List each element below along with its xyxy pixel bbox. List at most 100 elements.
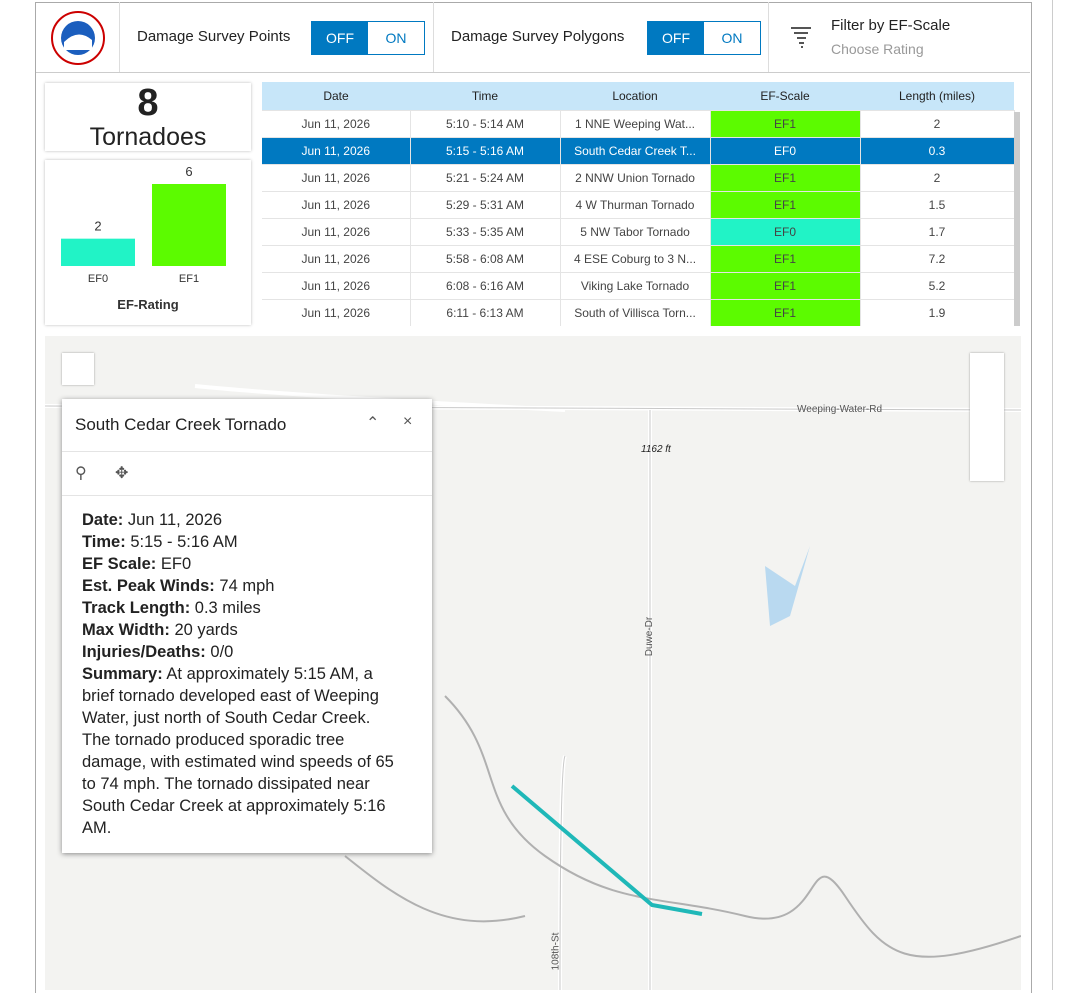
- table-row[interactable]: Jun 11, 2026 6:08 - 6:16 AM Viking Lake To…: [262, 272, 1015, 300]
- popup-field: Date: Jun 11, 2026: [82, 509, 402, 531]
- table-cell: 5:29 - 5:31 AM: [410, 191, 561, 219]
- table-cell: 2 NNW Union Tornado: [560, 164, 711, 192]
- map-toolbar[interactable]: [970, 353, 1004, 481]
- table-cell: 5 NW Tabor Tornado: [560, 218, 711, 246]
- table-cell: EF0: [710, 137, 861, 165]
- field-value: 5:15 - 5:16 AM: [130, 533, 238, 551]
- pan-button[interactable]: ✥: [115, 465, 129, 482]
- on-btn[interactable]: ON: [721, 30, 743, 46]
- table-cell: 5.2: [860, 272, 1015, 300]
- popup-field: Est. Peak Winds: 74 mph: [82, 575, 402, 597]
- table-cell: 4 W Thurman Tornado: [560, 191, 711, 219]
- x-tick-label: EF1: [179, 273, 199, 285]
- table-row[interactable]: Jun 11, 2026 6:11 - 6:13 AM South of Villi…: [262, 299, 1015, 326]
- close-button[interactable]: ×: [403, 413, 413, 430]
- road-label: Duwe-Dr: [644, 616, 656, 657]
- table-cell: Jun 11, 2026: [262, 110, 411, 138]
- field-label: EF Scale:: [82, 555, 157, 573]
- table-cell: 6:11 - 6:13 AM: [410, 299, 561, 326]
- table-cell: 7.2: [860, 245, 1015, 273]
- divider: [768, 2, 769, 72]
- table-cell: 5:15 - 5:16 AM: [410, 137, 561, 165]
- points-toggle[interactable]: OFF ON: [311, 21, 425, 55]
- table-cell: Jun 11, 2026: [262, 272, 411, 300]
- column-header[interactable]: Time: [410, 82, 560, 111]
- table-cell: Jun 11, 2026: [262, 164, 411, 192]
- points-label: Damage Survey Points: [137, 28, 291, 45]
- table-cell: South Cedar Creek T...: [560, 137, 711, 165]
- tornado-icon: [791, 27, 811, 48]
- popup-field: EF Scale: EF0: [82, 553, 402, 575]
- divider: [62, 495, 432, 496]
- table-cell: 5:33 - 5:35 AM: [410, 218, 561, 246]
- field-label: Est. Peak Winds:: [82, 577, 215, 595]
- table-cell: EF1: [710, 299, 861, 326]
- column-header[interactable]: Length (miles): [860, 82, 1014, 111]
- field-label: Track Length:: [82, 599, 191, 617]
- elevation-label: 1162 ft: [641, 444, 671, 455]
- count-card: 8 Tornadoes: [45, 83, 251, 151]
- zoom-button[interactable]: ⚲: [75, 465, 87, 482]
- table-panel: Date Time Location EF-Scale Length (miles) Ju…: [262, 82, 1022, 326]
- table-row[interactable]: Jun 11, 2026 5:21 - 5:24 AM 2 NNW Union To…: [262, 164, 1015, 192]
- polygons-label: Damage Survey Polygons: [451, 28, 625, 45]
- popup-title: South Cedar Creek Tornado: [75, 415, 287, 434]
- off-btn[interactable]: OFF: [648, 22, 704, 54]
- table-cell: 0.3: [860, 137, 1015, 165]
- field-value: At approximately 5:15 AM, a brief tornad…: [82, 665, 394, 837]
- table-cell: South of Villisca Torn...: [560, 299, 711, 326]
- field-value: 0.3 miles: [194, 599, 261, 617]
- column-header[interactable]: EF-Scale: [710, 82, 860, 111]
- polygons-toggle[interactable]: OFF ON: [647, 21, 761, 55]
- table-row[interactable]: Jun 11, 2026 5:29 - 5:31 AM 4 W Thurman To…: [262, 191, 1015, 219]
- divider: [62, 451, 432, 452]
- table-row[interactable]: Jun 11, 2026 5:58 - 6:08 AM 4 ESE Coburg t…: [262, 245, 1015, 273]
- divider: [119, 2, 120, 72]
- frame: [35, 2, 1032, 993]
- nws-logo: [51, 11, 105, 65]
- table-cell: 1.7: [860, 218, 1015, 246]
- table-cell: Jun 11, 2026: [262, 137, 411, 165]
- table-cell: EF1: [710, 110, 861, 138]
- column-header[interactable]: Date: [262, 82, 410, 111]
- table-cell: 2: [860, 164, 1015, 192]
- table-row[interactable]: Jun 11, 2026 5:33 - 5:35 AM 5 NW Tabor Tor…: [262, 218, 1015, 246]
- table-cell: 6:08 - 6:16 AM: [410, 272, 561, 300]
- table-cell: Jun 11, 2026: [262, 218, 411, 246]
- field-label: Summary:: [82, 665, 163, 683]
- x-tick-label: EF0: [88, 273, 108, 285]
- table-row[interactable]: Jun 11, 2026 5:15 - 5:16 AM South Cedar Cr…: [262, 137, 1015, 165]
- scrollbar[interactable]: [1014, 112, 1020, 326]
- popup-field: Time: 5:15 - 5:16 AM: [82, 531, 402, 553]
- popup-field: Track Length: 0.3 miles: [82, 597, 402, 619]
- table-cell: 4 ESE Coburg to 3 N...: [560, 245, 711, 273]
- table-cell: EF1: [710, 191, 861, 219]
- table-cell: 5:10 - 5:14 AM: [410, 110, 561, 138]
- count-label: Tornadoes: [89, 123, 207, 151]
- table-cell: Viking Lake Tornado: [560, 272, 711, 300]
- table-cell: Jun 11, 2026: [262, 299, 411, 326]
- count: 8: [137, 82, 159, 124]
- table-cell: EF0: [710, 218, 861, 246]
- filter-select[interactable]: Choose Rating: [831, 41, 924, 57]
- collapse-button[interactable]: ⌃: [366, 415, 380, 432]
- bar: [152, 184, 226, 266]
- table-cell: 1.9: [860, 299, 1015, 326]
- field-label: Time:: [82, 533, 126, 551]
- tornado-track[interactable]: [510, 784, 703, 916]
- popup: South Cedar Creek Tornado ⌃ × ⚲ ✥ Date: …: [62, 399, 432, 853]
- on-btn[interactable]: ON: [385, 30, 407, 46]
- table-cell: 1.5: [860, 191, 1015, 219]
- table-row[interactable]: Jun 11, 2026 5:10 - 5:14 AM 1 NNE Weeping …: [262, 110, 1015, 138]
- bar-value: 2: [94, 219, 101, 234]
- popup-body: Date: Jun 11, 2026 Time: 5:15 - 5:16 AM EF…: [82, 509, 402, 839]
- off-btn[interactable]: OFF: [312, 22, 368, 54]
- column-header[interactable]: Location: [560, 82, 710, 111]
- scroll-edge: [1052, 0, 1053, 990]
- field-value: EF0: [160, 555, 192, 573]
- table-cell: EF1: [710, 272, 861, 300]
- popup-field: Summary: At approximately 5:15 AM, a bri…: [82, 663, 402, 839]
- tools-button[interactable]: [62, 353, 94, 385]
- road-label: Weeping-Water-Rd: [797, 404, 883, 415]
- field-value: 74 mph: [219, 577, 275, 595]
